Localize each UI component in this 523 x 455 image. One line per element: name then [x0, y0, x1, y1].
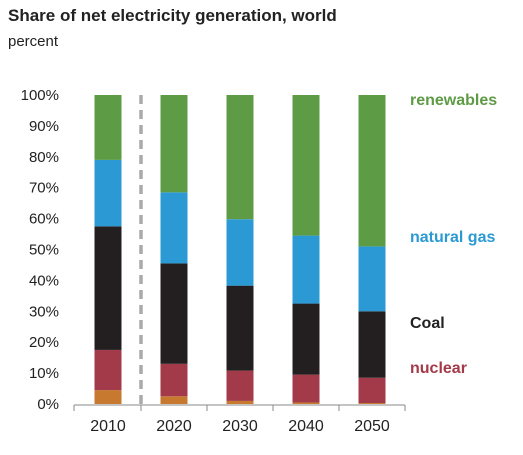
bar-segment-renewables: [358, 95, 386, 247]
series-label-nuclear: nuclear: [410, 360, 467, 377]
y-tick-label: 10%: [29, 365, 59, 382]
x-tick-label: 2020: [156, 418, 192, 435]
bar-segment-natural_gas: [292, 235, 320, 304]
x-tick-label: 2040: [288, 418, 324, 435]
bar-segment-other: [292, 402, 320, 404]
series-label-natural-gas: natural gas: [410, 229, 495, 246]
bar-segment-other: [226, 400, 254, 404]
y-tick-label: 40%: [29, 272, 59, 289]
bar-segment-other: [358, 403, 386, 404]
bar-segment-nuclear: [358, 377, 386, 404]
chart-subtitle: percent: [8, 33, 59, 50]
bar-segment-renewables: [292, 95, 320, 236]
x-tick-label: 2030: [222, 418, 258, 435]
y-tick-label: 0%: [37, 396, 59, 413]
bar-segment-coal: [292, 303, 320, 375]
bar-segment-natural_gas: [358, 246, 386, 312]
y-tick-label: 90%: [29, 118, 59, 135]
bar-segment-renewables: [94, 95, 122, 160]
bar-segment-other: [160, 396, 188, 404]
y-tick-label: 50%: [29, 242, 59, 259]
y-tick-label: 30%: [29, 303, 59, 320]
bar-segment-renewables: [160, 95, 188, 193]
bar-segment-nuclear: [292, 374, 320, 403]
bar-segment-natural_gas: [94, 159, 122, 227]
bar-segment-coal: [160, 263, 188, 364]
bar-segment-nuclear: [226, 370, 254, 401]
y-tick-label: 70%: [29, 180, 59, 197]
chart-title: Share of net electricity generation, wor…: [8, 6, 337, 25]
bar-segment-coal: [226, 285, 254, 371]
bar-segment-coal: [358, 311, 386, 378]
series-label-coal: Coal: [410, 315, 445, 332]
bar-segment-other: [94, 390, 122, 404]
x-tick-label: 2050: [354, 418, 390, 435]
y-tick-label: 80%: [29, 149, 59, 166]
y-tick-label: 20%: [29, 334, 59, 351]
series-label-renewables: renewables: [410, 92, 497, 109]
bar-segment-nuclear: [160, 363, 188, 397]
bar-segment-nuclear: [94, 349, 122, 391]
bar-segment-coal: [94, 226, 122, 350]
y-tick-label: 100%: [21, 87, 59, 104]
y-tick-label: 60%: [29, 211, 59, 228]
bar-segment-natural_gas: [160, 192, 188, 264]
bar-segment-renewables: [226, 95, 254, 220]
x-tick-label: 2010: [90, 418, 126, 435]
bar-segment-natural_gas: [226, 219, 254, 286]
